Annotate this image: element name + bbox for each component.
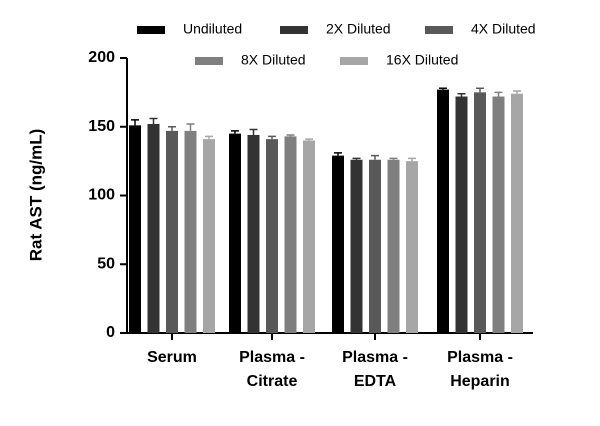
y-tick-label: 100: [88, 187, 115, 204]
bar: [387, 159, 400, 333]
legend-swatch: [280, 26, 308, 34]
bar: [166, 130, 178, 333]
bar: [511, 93, 523, 333]
x-tick-label: Plasma - Citrate: [239, 349, 305, 390]
bar: [229, 133, 241, 333]
x-tick-label: Plasma - Heparin: [447, 349, 513, 390]
legend-label: 4X Diluted: [471, 21, 536, 37]
x-tick-label-line: Plasma -: [239, 349, 305, 366]
bar: [184, 130, 197, 333]
y-axis-label: Rat AST (ng/mL): [26, 129, 45, 262]
bar: [369, 159, 381, 333]
bar: [303, 140, 315, 333]
bar: [147, 124, 160, 333]
bar: [203, 139, 215, 333]
x-tick-label-line: Plasma -: [342, 349, 408, 366]
legend-label: 8X Diluted: [241, 52, 306, 68]
y-tick-label: 50: [97, 255, 115, 272]
legend-swatch: [340, 57, 368, 65]
bar: [332, 155, 344, 333]
bar: [350, 159, 363, 333]
y-tick-label: 0: [106, 324, 115, 341]
bar: [437, 89, 449, 333]
x-tick-label: Serum: [147, 349, 197, 366]
bar: [284, 136, 297, 333]
legend-label: Undiluted: [183, 21, 242, 37]
y-tick-label: 150: [88, 118, 115, 135]
x-tick-label: Plasma - EDTA: [342, 349, 408, 390]
x-tick-label-line: EDTA: [354, 373, 397, 390]
x-tick-label-line: Plasma -: [447, 349, 513, 366]
bar: [129, 125, 141, 333]
bar: [492, 96, 505, 333]
bar: [266, 139, 278, 333]
legend-label: 2X Diluted: [326, 21, 391, 37]
y-tick-label: 200: [88, 49, 115, 66]
x-tick-label-line: Serum: [147, 349, 197, 366]
x-tick-label-line: Citrate: [247, 373, 298, 390]
bar: [247, 135, 260, 333]
legend-swatch: [195, 57, 223, 65]
x-tick-label-line: Heparin: [450, 373, 510, 390]
bar: [474, 92, 486, 333]
legend-swatch: [425, 26, 453, 34]
bar: [455, 96, 468, 333]
bar: [406, 161, 418, 333]
legend-swatch: [137, 26, 165, 34]
legend-label: 16X Diluted: [386, 52, 458, 68]
